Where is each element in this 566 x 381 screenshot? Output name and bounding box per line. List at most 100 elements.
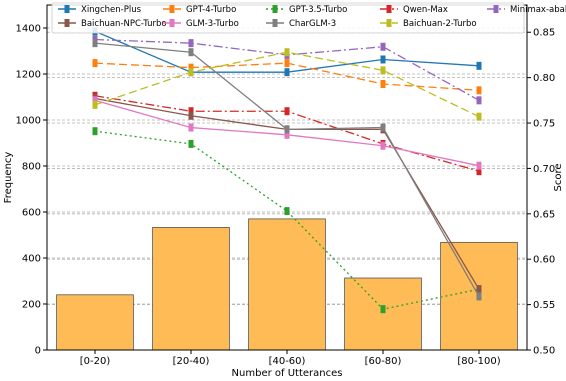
line-series (92, 27, 482, 314)
legend-label: CharGLM-3 (289, 19, 336, 29)
series-line (92, 96, 482, 170)
data-point (92, 100, 98, 109)
legend-marker (386, 19, 392, 27)
data-point (476, 161, 482, 170)
x-tick-label: [20-40) (173, 356, 210, 367)
y-tick-label: 600 (22, 208, 41, 219)
data-point (476, 112, 482, 121)
y-tick-label: 0.75 (533, 119, 555, 130)
legend-item: Baichuan-NPC-Turbo (58, 19, 167, 29)
y-tick-label: 400 (22, 254, 41, 265)
bar-series (56, 218, 518, 351)
data-point (380, 79, 386, 88)
series-line (92, 48, 482, 121)
legend-marker (169, 5, 175, 13)
x-axis: [0-20) [20-40) [40-60) [60-80) [80-100) (80, 350, 501, 367)
x-tick-label: [80-100) (457, 356, 500, 367)
legend-marker (64, 5, 70, 13)
y-axis-left: 0 200 400 600 800 1000 1200 1400 (16, 24, 47, 357)
legend-item: CharGLM-3 (266, 19, 336, 29)
y-tick-label: 0.80 (533, 73, 555, 84)
data-point (92, 96, 98, 105)
legend-item: GPT-4-Turbo (163, 5, 236, 15)
data-point (476, 285, 482, 294)
legend-label: Baichuan-2-Turbo (403, 19, 477, 29)
series-line (92, 59, 482, 95)
data-point (476, 96, 482, 105)
y-axis-left-label: Frequency (3, 152, 14, 204)
legend-label: Xingchen-Plus (81, 5, 142, 15)
series-line (92, 39, 482, 301)
data-point (380, 305, 386, 314)
y-tick-label: 0.65 (533, 209, 555, 220)
legend-item: GPT-3.5-Turbo (266, 5, 347, 15)
y-tick-label: 0.70 (533, 164, 555, 175)
legend-item: Baichuan-2-Turbo (380, 19, 477, 29)
data-point (284, 207, 290, 216)
data-point (476, 292, 482, 301)
legend-item: Minimax-abab6-chat (487, 5, 566, 15)
data-point (380, 123, 386, 132)
data-point (92, 59, 98, 68)
y-tick-label: 0.85 (533, 28, 555, 39)
legend-item: Xingchen-Plus (58, 5, 142, 15)
legend-label: Qwen-Max (403, 5, 448, 15)
series-path (94, 62, 480, 91)
y-tick-label: 200 (22, 300, 41, 311)
y-tick-label: 0 (35, 346, 41, 357)
legend-marker (493, 5, 499, 13)
bar (344, 277, 422, 351)
y-tick-label: 0.55 (533, 300, 555, 311)
data-point (92, 39, 98, 48)
legend-marker (64, 19, 70, 27)
data-point (188, 63, 194, 72)
y-tick-label: 800 (22, 162, 41, 173)
legend-label: GPT-3.5-Turbo (289, 5, 347, 15)
legend-label: GPT-4-Turbo (186, 5, 236, 15)
x-axis-label: Number of Utterances (232, 368, 343, 379)
data-point (380, 42, 386, 51)
data-point (284, 68, 290, 77)
legend-label: Minimax-abab6-chat (510, 5, 566, 15)
y-tick-label: 1400 (16, 24, 41, 35)
legend-marker (272, 5, 278, 13)
data-point (380, 141, 386, 150)
legend-marker (386, 5, 392, 13)
data-point (92, 127, 98, 136)
data-point (476, 86, 482, 95)
legend: Xingchen-Plus GPT-4-Turbo GPT-3.5-Turbo Qwe… (51, 2, 566, 34)
legend-label: Baichuan-NPC-Turbo (81, 19, 167, 29)
y-tick-label: 1000 (16, 116, 41, 127)
legend-marker (272, 19, 278, 27)
y-axis-right: 0.50 0.55 0.60 0.65 0.70 0.75 0.80 0.85 (527, 28, 555, 357)
data-point (188, 139, 194, 148)
y-tick-label: 0.50 (533, 346, 555, 357)
data-point (188, 123, 194, 132)
data-point (188, 48, 194, 57)
data-point (188, 107, 194, 116)
data-point (284, 125, 290, 134)
data-point (380, 66, 386, 75)
y-axis-right-label: Score (553, 163, 564, 191)
y-tick-label: 0.60 (533, 255, 555, 266)
legend-label: GLM-3-Turbo (186, 19, 239, 29)
data-point (284, 130, 290, 139)
x-tick-label: [60-80) (365, 356, 402, 367)
data-point (476, 61, 482, 70)
legend-item: Qwen-Max (380, 5, 448, 15)
data-point (284, 59, 290, 68)
bar (248, 218, 326, 351)
data-point (380, 55, 386, 64)
y-tick-label: 1200 (16, 70, 41, 81)
legend-item: GLM-3-Turbo (163, 19, 239, 29)
bar (56, 294, 134, 351)
data-point (188, 68, 194, 77)
data-point (284, 107, 290, 116)
data-point (188, 111, 194, 120)
bar (152, 227, 230, 351)
x-tick-label: [0-20) (80, 356, 111, 367)
x-tick-label: [40-60) (269, 356, 306, 367)
data-point (476, 167, 482, 176)
legend-marker (169, 19, 175, 27)
